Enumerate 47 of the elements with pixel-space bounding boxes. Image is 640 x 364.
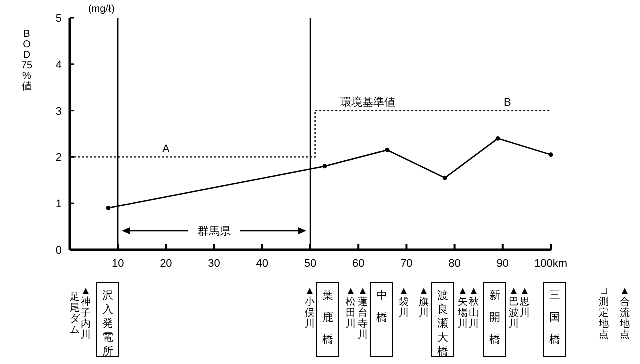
text: 葉鹿橋 <box>322 289 334 346</box>
y-tick-label: 5 <box>56 13 62 25</box>
text: ▲袋川 <box>399 286 409 319</box>
text: 中橋 <box>376 289 388 324</box>
point <box>442 176 448 180</box>
text: 沢入発電所 <box>102 290 114 358</box>
x-tick-label: 100km <box>534 258 568 270</box>
x-tick-label: 40 <box>256 258 269 270</box>
text: ▲矢場川 <box>457 286 468 330</box>
y-tick-label: 4 <box>56 59 62 72</box>
text: 渡良瀬大橋 <box>438 289 448 358</box>
x-tick-label: 20 <box>160 258 172 270</box>
text: ▲松田川 <box>346 286 356 330</box>
text: ▲旗川 <box>419 286 429 319</box>
x-tick-label: 50 <box>304 258 317 270</box>
text: ▲巴波川 <box>509 286 519 330</box>
y-tick-label: 0 <box>56 245 62 257</box>
text: ▲思川 <box>519 286 530 319</box>
text: ▲蓮台寺川 <box>358 286 368 341</box>
text: (mg/ℓ) <box>88 4 115 15</box>
point <box>548 152 554 158</box>
x-tick-label: 10 <box>112 258 124 270</box>
text: 三国橋 <box>550 290 560 346</box>
y-tick-label: 2 <box>56 152 62 164</box>
text: 新開橋 <box>490 289 500 346</box>
text: □測定地点 <box>598 286 609 341</box>
point <box>496 136 500 141</box>
text: ▲小俣川 <box>305 286 315 330</box>
annotation: B <box>504 97 512 110</box>
x-tick-label: 70 <box>400 258 413 270</box>
point <box>106 206 111 210</box>
annotation: 環境基準値 <box>340 96 396 110</box>
text: 足尾ダム <box>70 292 81 336</box>
annotation: A <box>162 144 171 156</box>
text: ▲合流地点 <box>619 286 630 341</box>
y-axis-title: BOD75%値 <box>21 29 33 92</box>
text: ▲神子内川 <box>81 286 91 341</box>
y-tick-label: 3 <box>56 106 62 118</box>
x-tick-label: 30 <box>208 258 220 270</box>
point <box>385 148 390 152</box>
y-tick-label: 1 <box>56 198 62 211</box>
x-tick-label: 80 <box>448 258 461 270</box>
x-tick-label: 90 <box>496 258 510 270</box>
text: ▲秋山川 <box>469 286 479 330</box>
annotation: 群馬県 <box>198 226 231 238</box>
point <box>322 164 328 169</box>
x-tick-label: 60 <box>352 258 365 270</box>
